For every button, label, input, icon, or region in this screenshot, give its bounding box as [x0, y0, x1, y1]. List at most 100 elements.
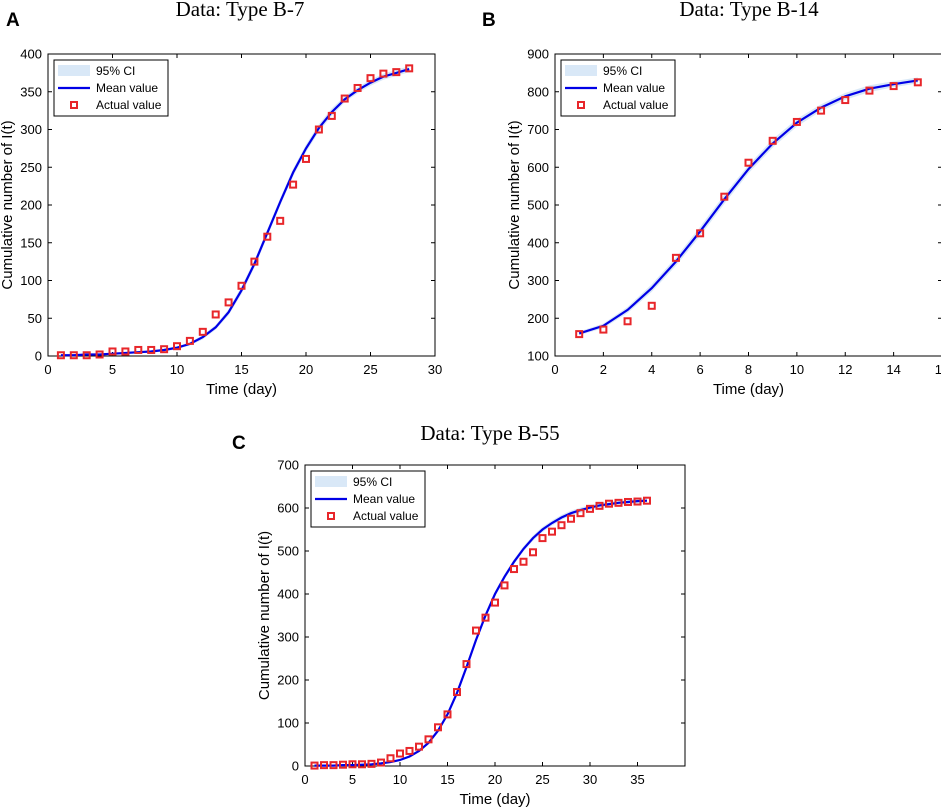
actual-point — [185, 336, 194, 345]
panel-letter: C — [232, 433, 246, 454]
chart-panel-c: C Data: Type B-55 0 5 10 15 20 25 30 35 0 100 200 300… — [232, 421, 686, 808]
x-tick-label: 14 — [886, 362, 900, 377]
actual-point — [386, 754, 395, 763]
actual-point — [358, 760, 366, 769]
y-tick-label: 100 — [527, 349, 549, 364]
x-tick-label: 20 — [488, 772, 502, 787]
x-tick-label: 12 — [838, 362, 852, 377]
x-tick-label: 20 — [299, 362, 313, 377]
y-tick-label: 400 — [277, 587, 299, 602]
actual-point — [913, 78, 922, 87]
legend-ci-label: 95% CI — [603, 64, 642, 78]
y-tick-label: 300 — [20, 122, 42, 137]
y-tick-label: 400 — [527, 235, 549, 250]
chart-title: Data: Type B-55 — [420, 421, 559, 445]
x-tick-label: 5 — [349, 772, 356, 787]
actual-point — [348, 760, 357, 769]
y-tick-label: 0 — [292, 759, 299, 774]
x-tick-label: 15 — [440, 772, 454, 787]
actual-point — [339, 760, 347, 769]
x-tick-label: 4 — [648, 362, 655, 377]
legend-actual-label: Actual value — [353, 509, 419, 523]
actual-point — [263, 232, 272, 241]
actual-point — [548, 527, 556, 536]
ci-band — [60, 66, 410, 356]
actual-point — [147, 345, 156, 354]
legend-ci-swatch — [565, 65, 597, 76]
y-tick-label: 150 — [20, 235, 42, 250]
actual-point — [405, 746, 414, 755]
actual-point — [614, 498, 623, 507]
actual-point — [173, 342, 181, 351]
x-tick-label: 10 — [790, 362, 804, 377]
actual-point — [889, 82, 898, 91]
actual-point — [595, 501, 604, 510]
legend-actual-swatch — [327, 512, 335, 520]
actual-point — [310, 761, 319, 770]
actual-point — [624, 497, 632, 506]
legend-mean-label: Mean value — [353, 492, 415, 506]
actual-point — [276, 216, 285, 225]
y-tick-label: 700 — [277, 458, 299, 473]
actual-point — [224, 298, 233, 307]
actual-point — [453, 688, 461, 697]
actual-point — [367, 759, 376, 768]
actual-point — [519, 557, 528, 566]
x-tick-label: 30 — [583, 772, 597, 787]
actual-point — [586, 504, 594, 513]
x-tick-label: 2 — [600, 362, 607, 377]
actual-point — [415, 742, 423, 751]
y-tick-label: 0 — [35, 349, 42, 364]
actual-point — [647, 301, 656, 310]
actual-point — [160, 345, 169, 354]
x-tick-label: 0 — [301, 772, 308, 787]
x-tick-label: 16 — [935, 362, 941, 377]
actual-point — [575, 330, 584, 339]
legend-actual-swatch — [70, 101, 78, 109]
y-tick-label: 500 — [277, 544, 299, 559]
chart-panel-b: B Data: Type B-14 0 2 4 6 8 10 12 14 16 100 200 300 40… — [482, 0, 941, 398]
chart-panel-a: A Data: Type B-70 5 10 15 20 25 300501001502002… — [0, 0, 442, 398]
panel-letter: A — [6, 10, 20, 31]
actual-point — [95, 350, 104, 359]
actual-point — [841, 96, 850, 105]
actual-point — [529, 548, 537, 557]
actual-point — [720, 192, 729, 201]
x-tick-label: 0 — [551, 362, 558, 377]
legend-actual-label: Actual value — [96, 98, 162, 112]
y-tick-label: 100 — [20, 273, 42, 288]
actual-point — [500, 581, 509, 590]
actual-point — [443, 710, 452, 719]
actual-point — [366, 74, 375, 83]
x-axis-label: Time (day) — [713, 381, 784, 398]
actual-point — [744, 158, 753, 167]
actual-point — [567, 514, 575, 523]
y-tick-label: 300 — [527, 273, 549, 288]
actual-point — [434, 723, 442, 732]
y-axis-label: Cumulative number of I(t) — [506, 120, 523, 289]
actual-point — [538, 534, 547, 543]
actual-point — [623, 317, 632, 326]
actual-point — [633, 497, 642, 506]
x-tick-label: 25 — [363, 362, 377, 377]
actual-point — [250, 257, 259, 266]
x-tick-label: 35 — [630, 772, 644, 787]
mean-line — [60, 68, 410, 357]
actual-point — [314, 125, 323, 134]
y-axis-label: Cumulative number of I(t) — [0, 120, 16, 289]
legend-ci-swatch — [58, 65, 90, 76]
x-tick-label: 30 — [428, 362, 442, 377]
x-tick-label: 15 — [234, 362, 248, 377]
chart-title: Data: Type B-14 — [679, 0, 819, 21]
actual-point — [134, 345, 143, 354]
legend-actual-swatch — [577, 101, 585, 109]
x-tick-label: 6 — [697, 362, 704, 377]
y-tick-label: 250 — [20, 160, 42, 175]
actual-point — [768, 136, 777, 145]
actual-point — [481, 613, 490, 622]
legend-ci-label: 95% CI — [353, 475, 392, 489]
y-tick-label: 200 — [20, 198, 42, 213]
y-tick-label: 500 — [527, 198, 549, 213]
actual-point — [82, 351, 91, 360]
